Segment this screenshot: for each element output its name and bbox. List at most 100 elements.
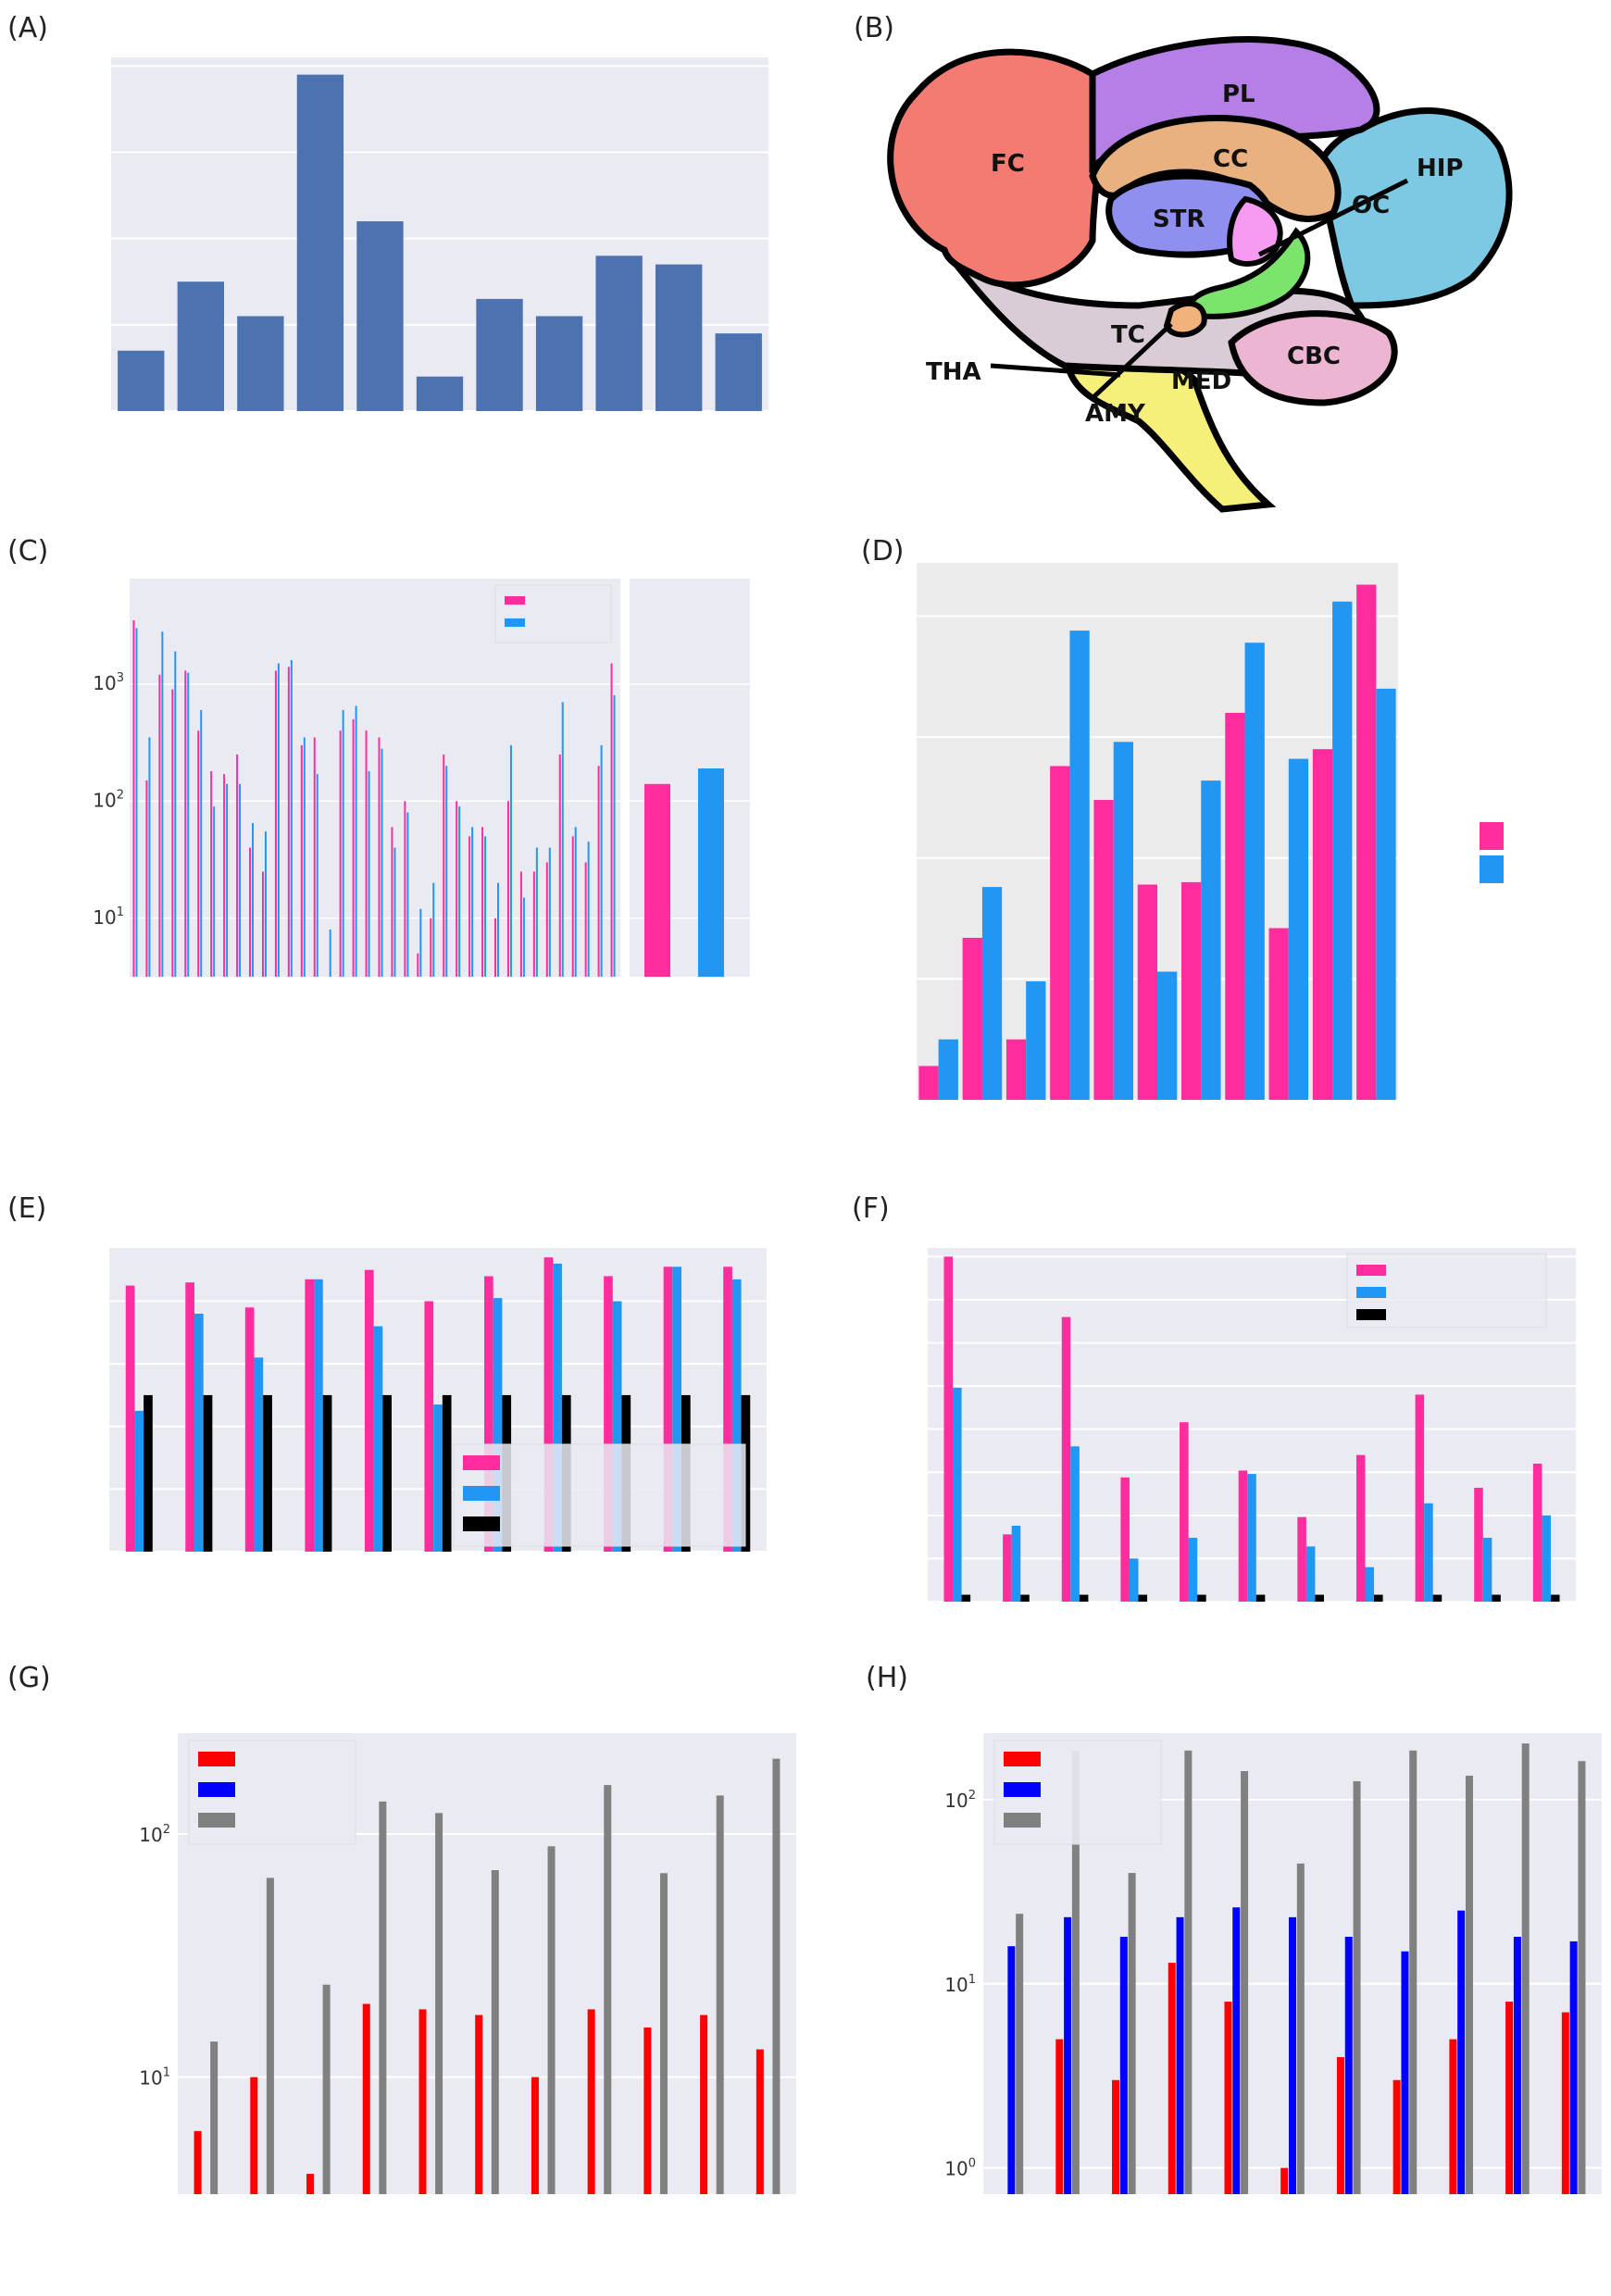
male-bar bbox=[1129, 1558, 1139, 1602]
male-bar bbox=[672, 1267, 682, 1552]
female-bar bbox=[244, 1307, 255, 1552]
bar bbox=[595, 256, 643, 411]
female-bar bbox=[481, 827, 484, 977]
autosome-bar bbox=[210, 2041, 219, 2194]
summary-bar bbox=[698, 768, 724, 977]
male-bar bbox=[368, 771, 370, 977]
autosome-bar bbox=[1465, 1776, 1473, 2194]
autosome-bar bbox=[772, 1758, 781, 2194]
autosome-bar bbox=[1296, 1863, 1305, 2194]
male-bar bbox=[561, 702, 564, 977]
x-bar bbox=[1112, 2079, 1120, 2194]
panel-label-d: (D) bbox=[861, 535, 905, 568]
female-bar bbox=[274, 670, 277, 977]
brain-region-tha-shape bbox=[1227, 195, 1283, 267]
y-bar bbox=[1232, 1907, 1241, 2194]
male-bar bbox=[1113, 742, 1133, 1100]
female-bar bbox=[1093, 800, 1114, 1100]
male-bar bbox=[134, 1410, 144, 1552]
male-bar bbox=[1332, 601, 1353, 1100]
female-bar bbox=[249, 847, 252, 977]
chart-e bbox=[109, 1248, 767, 1553]
male-bar bbox=[1069, 630, 1090, 1100]
panel-label-b: (B) bbox=[854, 12, 894, 44]
all-bar bbox=[1138, 1594, 1148, 1602]
panel-label-f: (F) bbox=[852, 1192, 890, 1225]
male-bar bbox=[355, 705, 357, 977]
female-bar bbox=[1532, 1463, 1542, 1602]
autosome-bar bbox=[491, 1870, 499, 2194]
female-bar bbox=[558, 754, 561, 977]
tha-pointer-line bbox=[990, 363, 1121, 378]
y-tick-label: 101 bbox=[93, 905, 124, 929]
panel-label-a: (A) bbox=[7, 12, 48, 44]
autosome-bar bbox=[1409, 1750, 1417, 2194]
panel-e: (E) bbox=[7, 1192, 767, 1553]
brain-label-oc: OC bbox=[1352, 192, 1390, 219]
male-bar bbox=[264, 831, 267, 977]
x-bar bbox=[1392, 2079, 1401, 2194]
legend-swatch bbox=[463, 1516, 500, 1531]
x-bar bbox=[306, 2174, 315, 2194]
female-bar bbox=[597, 766, 600, 977]
female-bar bbox=[519, 871, 522, 977]
bar bbox=[476, 298, 523, 411]
legend-swatch bbox=[1004, 1782, 1041, 1797]
y-tick-label: 100 bbox=[944, 2157, 976, 2180]
female-bar bbox=[430, 917, 432, 977]
bar bbox=[237, 316, 284, 411]
female-bar bbox=[456, 801, 458, 977]
female-bar bbox=[1225, 712, 1245, 1100]
male-bar bbox=[226, 783, 229, 977]
female-bar bbox=[287, 667, 290, 977]
female-bar bbox=[962, 937, 982, 1100]
legend-swatch-male bbox=[505, 618, 525, 627]
female-bar bbox=[305, 1279, 315, 1552]
legend-swatch bbox=[1356, 1265, 1386, 1276]
brain-label-cbc: CBC bbox=[1287, 343, 1341, 370]
female-bar bbox=[484, 1276, 493, 1552]
autosome-bar bbox=[1128, 1873, 1136, 2194]
male-bar bbox=[484, 836, 487, 977]
male-bar bbox=[509, 744, 512, 977]
y-bar bbox=[1119, 1937, 1128, 2194]
autosome-bar bbox=[322, 1984, 331, 2194]
male-bar bbox=[731, 1279, 742, 1552]
brain-label-amy: AMY bbox=[1085, 400, 1146, 428]
male-bar bbox=[393, 847, 396, 977]
all-bar bbox=[1255, 1594, 1266, 1602]
autosome-bar bbox=[435, 1813, 443, 2194]
x-bar bbox=[250, 2077, 258, 2194]
brain-label-pl: PL bbox=[1222, 81, 1255, 108]
brain-label-str: STR bbox=[1153, 206, 1205, 233]
male-bar bbox=[314, 1279, 323, 1552]
legend-swatch bbox=[198, 1813, 235, 1828]
legend-swatch bbox=[1480, 855, 1504, 883]
y-tick-label: 102 bbox=[944, 1789, 976, 1812]
autosome-bar bbox=[604, 1785, 612, 2194]
male-bar bbox=[290, 660, 293, 977]
male-bar bbox=[1157, 971, 1178, 1100]
male-bar bbox=[981, 887, 1003, 1100]
brain-region-amy-shape bbox=[1163, 300, 1207, 338]
y-bar bbox=[1344, 1937, 1353, 2194]
male-bar bbox=[587, 842, 590, 977]
brain-label-hip: HIP bbox=[1417, 155, 1464, 182]
male-bar bbox=[1026, 980, 1046, 1100]
y-bar bbox=[1007, 1946, 1016, 2194]
female-bar bbox=[184, 670, 187, 977]
male-bar bbox=[277, 663, 280, 977]
male-bar bbox=[574, 827, 577, 977]
brain-region-oc-shape bbox=[1311, 107, 1513, 309]
female-bar bbox=[223, 774, 226, 977]
male-bar bbox=[1542, 1515, 1551, 1602]
female-bar bbox=[417, 953, 419, 977]
y-tick-label: 102 bbox=[93, 788, 124, 811]
male-bar bbox=[187, 672, 190, 977]
all-bar bbox=[203, 1394, 213, 1552]
male-bar bbox=[303, 737, 306, 977]
autosome-bar bbox=[379, 1801, 387, 2194]
autosome-bar bbox=[1016, 1914, 1024, 2194]
x-bar bbox=[194, 2130, 202, 2194]
male-bar bbox=[373, 1326, 383, 1552]
